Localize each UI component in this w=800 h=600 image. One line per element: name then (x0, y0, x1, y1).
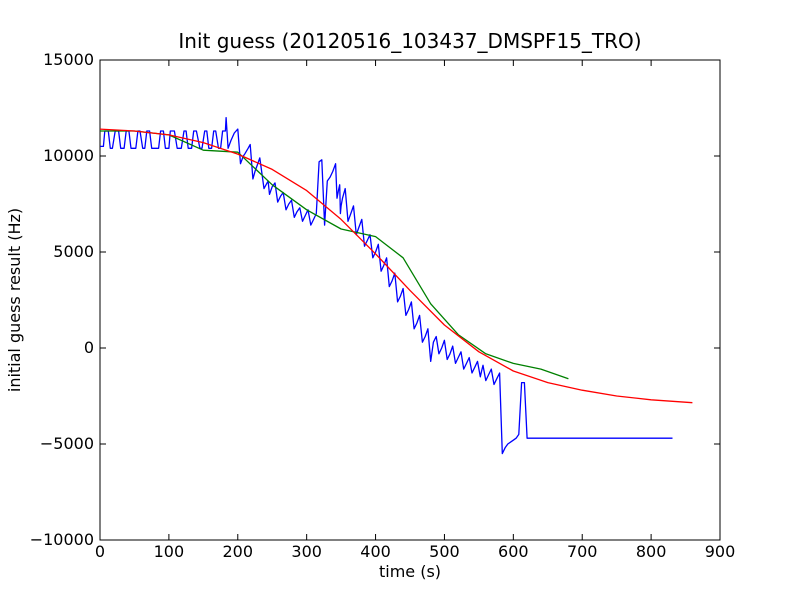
x-tick-label: 0 (95, 542, 105, 561)
x-tick-label: 300 (291, 542, 322, 561)
y-tick-label: −5000 (40, 434, 94, 453)
x-tick-label: 200 (223, 542, 254, 561)
y-tick-label: 10000 (43, 146, 94, 165)
y-tick-label: 0 (84, 338, 94, 357)
series-line-2 (100, 130, 569, 380)
x-tick-label: 500 (429, 542, 460, 561)
plot-area: 0 100 200 300 400 500 600 700 800 900 −10000 −5000… (30, 50, 736, 561)
x-tick-label: 700 (567, 542, 598, 561)
x-axis-label: time (s) (379, 562, 441, 581)
y-tick-label: −10000 (30, 530, 94, 549)
x-tick-label: 600 (498, 542, 529, 561)
x-axis-ticks: 0 100 200 300 400 500 600 700 800 900 (95, 60, 735, 561)
chart-title: Init guess (20120516_103437_DMSPF15_TRO) (178, 29, 641, 53)
series-line-3 (100, 128, 693, 404)
x-tick-label: 400 (360, 542, 391, 561)
y-axis-label: initial guess result (Hz) (5, 208, 24, 392)
x-tick-label: 900 (705, 542, 736, 561)
y-tick-label: 5000 (53, 242, 94, 261)
x-tick-label: 100 (154, 542, 185, 561)
y-axis-ticks: −10000 −5000 0 5000 10000 15000 (30, 50, 720, 549)
series-layer (100, 116, 693, 455)
x-tick-label: 800 (636, 542, 667, 561)
y-tick-label: 15000 (43, 50, 94, 69)
